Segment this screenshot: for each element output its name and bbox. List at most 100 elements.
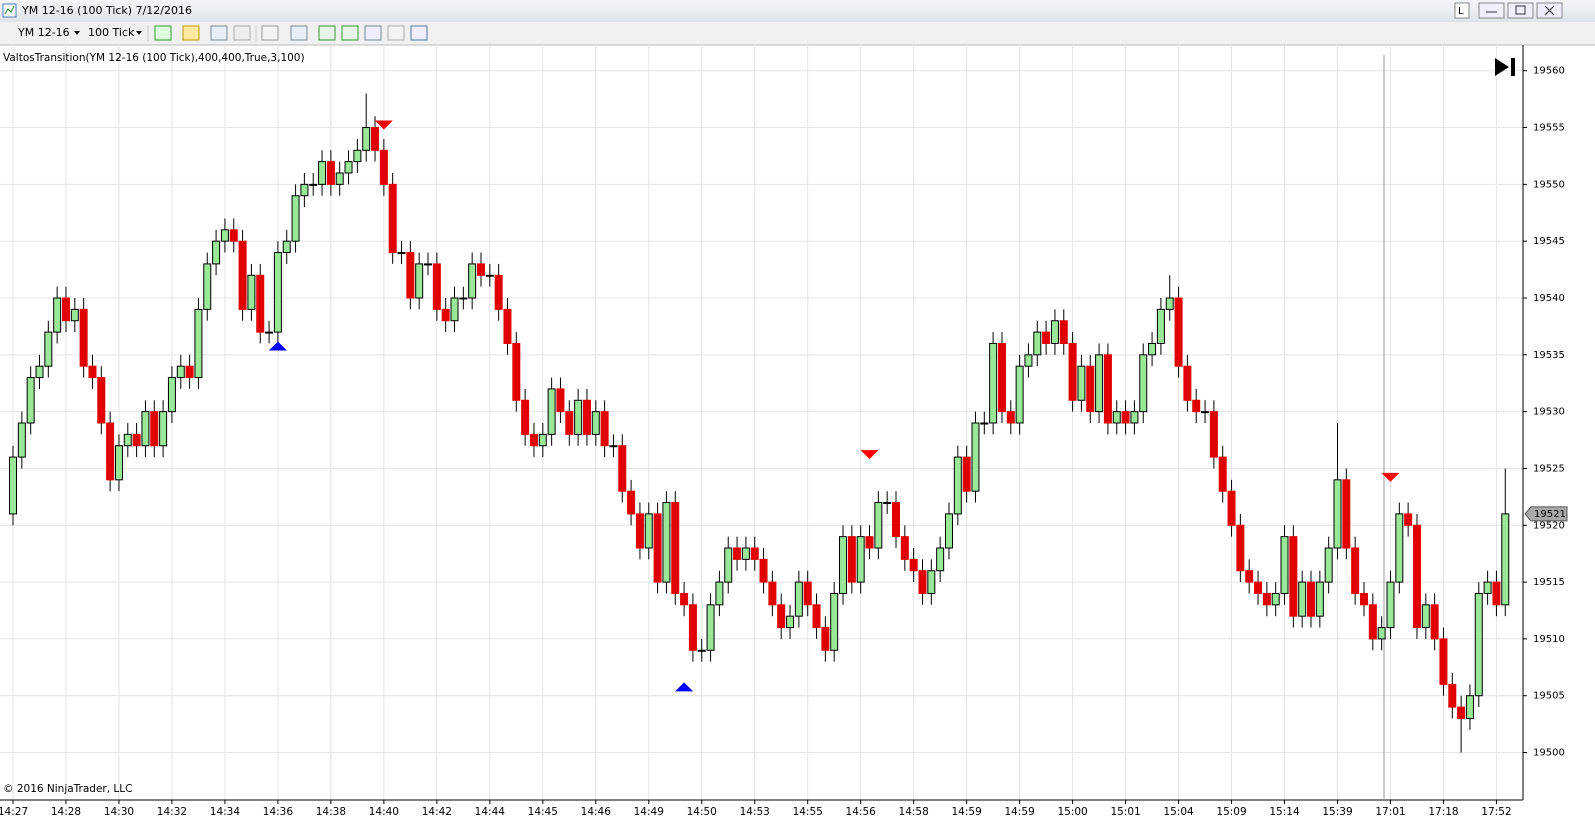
candle-body	[847, 536, 856, 583]
indicators-button[interactable]	[341, 25, 359, 41]
candle-body	[529, 433, 538, 447]
chart-style-button[interactable]	[154, 25, 172, 41]
candle-body	[326, 161, 335, 185]
candle-body	[238, 240, 247, 310]
link-button[interactable]	[1454, 2, 1470, 19]
x-tick-label: 14:56	[846, 806, 877, 818]
drawing-tools-button[interactable]	[182, 25, 200, 41]
restore-glyph	[1515, 5, 1526, 15]
restore-button[interactable]	[1507, 2, 1534, 19]
candle-body	[759, 558, 768, 583]
x-tick-label: 14:58	[899, 806, 929, 818]
candle-body	[768, 581, 777, 606]
x-tick-label: 14:59	[1004, 806, 1034, 818]
templates-button[interactable]	[364, 25, 382, 41]
candle-body	[1209, 411, 1218, 458]
candle-body	[662, 502, 671, 583]
candle-body	[1404, 513, 1413, 526]
signal-arrow	[860, 450, 879, 460]
candle-body	[1015, 365, 1024, 424]
data-box-button[interactable]	[387, 25, 405, 41]
x-tick-label: 15:00	[1057, 806, 1087, 818]
candle-body	[962, 456, 971, 492]
candle-body	[388, 183, 397, 254]
y-tick-label: 19500	[1533, 748, 1565, 759]
candle-body	[786, 615, 795, 629]
candle-body	[715, 581, 724, 606]
candle-body	[424, 263, 433, 266]
x-tick-label: 15:04	[1163, 806, 1194, 818]
candle-body	[159, 411, 168, 447]
signal-arrow	[675, 682, 694, 692]
y-tick-label: 19540	[1533, 293, 1565, 304]
candle-body	[1342, 479, 1351, 549]
y-tick-label: 19535	[1533, 350, 1565, 361]
candle-body	[494, 274, 503, 310]
candle-body	[1395, 513, 1404, 583]
x-tick-label: 15:01	[1110, 806, 1140, 818]
x-tick-label: 14:45	[528, 806, 558, 818]
candle-body	[371, 127, 380, 151]
x-tick-label: 14:32	[157, 806, 187, 818]
x-tick-label: 14:38	[316, 806, 346, 818]
candle-body	[706, 604, 715, 651]
candle-body	[839, 536, 848, 594]
properties-button[interactable]	[290, 25, 308, 41]
y-tick-label: 19520	[1533, 520, 1565, 531]
candle-body	[900, 536, 909, 560]
x-tick-label: 14:53	[740, 806, 770, 818]
candle-body	[512, 342, 521, 401]
candle-body	[176, 365, 185, 379]
app-icon-glyph	[4, 5, 15, 15]
instrument-selector[interactable]: YM 12-16	[17, 26, 70, 39]
x-tick-label: 14:42	[422, 806, 452, 818]
dropdown-arrow	[136, 31, 142, 35]
candle-body	[794, 581, 803, 617]
x-tick-label: 14:59	[952, 806, 982, 818]
candle-body	[79, 308, 88, 367]
copyright: © 2016 NinjaTrader, LLC	[3, 783, 132, 795]
candle-body	[733, 547, 742, 560]
candle-body	[300, 183, 309, 197]
x-tick-label: 15:39	[1322, 806, 1352, 818]
x-tick-label: 14:46	[581, 806, 612, 818]
candle-body	[936, 547, 945, 572]
panel-button[interactable]	[410, 25, 428, 41]
zoom-in-button[interactable]	[210, 25, 228, 41]
candle-body	[521, 399, 530, 435]
x-tick-label: 17:01	[1375, 806, 1405, 818]
y-tick-label: 19525	[1533, 463, 1565, 474]
candle-body	[344, 161, 353, 174]
candle-body	[1324, 547, 1333, 583]
candle-body	[476, 263, 485, 276]
cursor-button[interactable]	[261, 25, 279, 41]
candle-body	[1174, 297, 1183, 367]
y-tick-label: 19505	[1533, 691, 1565, 702]
y-tick-label: 19530	[1533, 407, 1565, 418]
y-tick-label: 19545	[1533, 236, 1565, 247]
strategies-button[interactable]	[318, 25, 336, 41]
candle-body	[1457, 706, 1466, 719]
minimize-button[interactable]	[1478, 2, 1505, 19]
signal-arrow	[374, 120, 393, 130]
scroll-to-end-button[interactable]	[1495, 58, 1515, 76]
period-selector[interactable]: 100 Tick	[88, 26, 135, 39]
candle-body	[892, 502, 900, 538]
candle-body	[812, 604, 821, 629]
candle-body	[203, 263, 212, 310]
candle-body	[953, 456, 962, 515]
candle-body	[1050, 320, 1059, 344]
candle-body	[106, 422, 115, 481]
candle-body	[1201, 411, 1210, 414]
candle-body	[1103, 354, 1112, 424]
candle-body	[353, 149, 362, 163]
zoom-out-button[interactable]	[233, 25, 251, 41]
x-tick-label: 14:44	[475, 806, 506, 818]
candle-body	[335, 172, 344, 185]
candle-body	[989, 342, 998, 424]
candle-body	[247, 274, 256, 310]
candle-body	[220, 229, 229, 242]
candle-body	[574, 399, 583, 435]
x-tick-label: 14:30	[104, 806, 134, 818]
